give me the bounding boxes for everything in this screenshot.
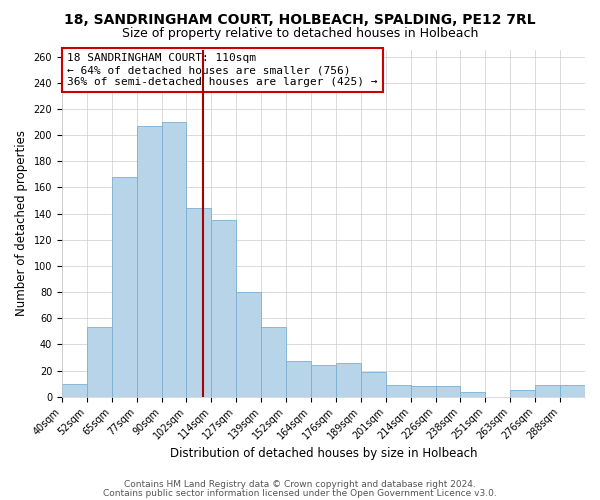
- Text: 18, SANDRINGHAM COURT, HOLBEACH, SPALDING, PE12 7RL: 18, SANDRINGHAM COURT, HOLBEACH, SPALDIN…: [64, 12, 536, 26]
- Text: 18 SANDRINGHAM COURT: 110sqm
← 64% of detached houses are smaller (756)
36% of s: 18 SANDRINGHAM COURT: 110sqm ← 64% of de…: [67, 54, 377, 86]
- Bar: [336, 363, 361, 397]
- Bar: [161, 122, 187, 397]
- Bar: [361, 372, 386, 397]
- Text: Contains public sector information licensed under the Open Government Licence v3: Contains public sector information licen…: [103, 488, 497, 498]
- Bar: [286, 362, 311, 397]
- Text: Size of property relative to detached houses in Holbeach: Size of property relative to detached ho…: [122, 28, 478, 40]
- Bar: [261, 328, 286, 397]
- Bar: [460, 392, 485, 397]
- Bar: [211, 220, 236, 397]
- Bar: [535, 385, 560, 397]
- Bar: [137, 126, 161, 397]
- Bar: [510, 390, 535, 397]
- Bar: [187, 208, 211, 397]
- Bar: [87, 328, 112, 397]
- Bar: [560, 385, 585, 397]
- Bar: [236, 292, 261, 397]
- Bar: [62, 384, 87, 397]
- Bar: [410, 386, 436, 397]
- X-axis label: Distribution of detached houses by size in Holbeach: Distribution of detached houses by size …: [170, 447, 477, 460]
- Y-axis label: Number of detached properties: Number of detached properties: [15, 130, 28, 316]
- Text: Contains HM Land Registry data © Crown copyright and database right 2024.: Contains HM Land Registry data © Crown c…: [124, 480, 476, 489]
- Bar: [436, 386, 460, 397]
- Bar: [311, 366, 336, 397]
- Bar: [386, 385, 410, 397]
- Bar: [112, 177, 137, 397]
